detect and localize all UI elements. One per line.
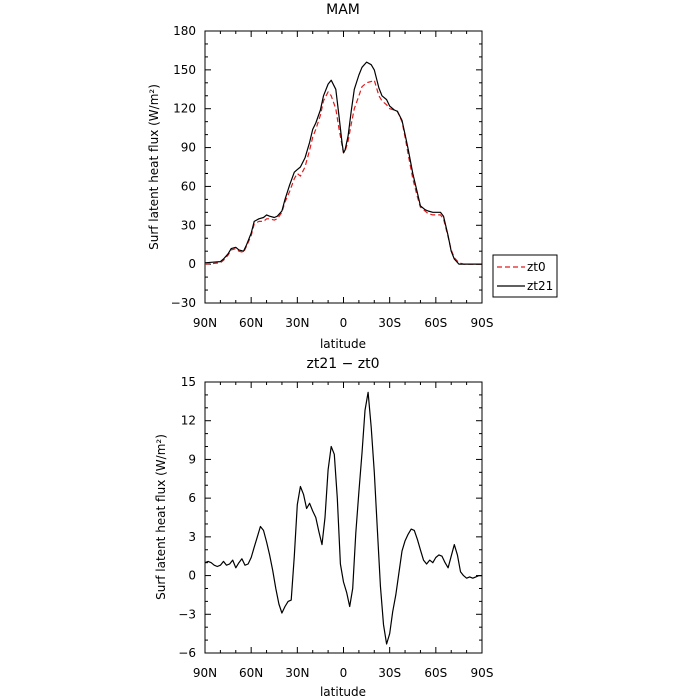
x-axis-label: latitude: [320, 337, 366, 351]
x-tick-label: 60N: [239, 666, 263, 680]
x-tick-label: 0: [340, 316, 348, 330]
legend: zt0 zt21: [492, 254, 558, 298]
legend-box: [492, 254, 558, 298]
y-tick-label: 90: [181, 141, 196, 155]
plot-frame: [204, 30, 483, 304]
x-tick-label: 30N: [285, 316, 309, 330]
y-tick-label: 6: [188, 491, 196, 505]
x-axis: 90N 60N 30N 0 30S 60S 90S: [193, 31, 494, 330]
x-axis: 90N 60N 30N 0 30S 60S 90S: [193, 382, 494, 680]
chart-title: MAM: [326, 2, 360, 18]
series-line-zt0: [204, 79, 482, 265]
x-tick-label: 90S: [471, 666, 494, 680]
y-axis-label: Surf latent heat flux (W/m²): [147, 84, 161, 250]
y-tick-label: 3: [188, 530, 196, 544]
y-tick-label: −6: [178, 646, 196, 660]
legend-label-zt0: zt0: [527, 260, 546, 274]
panel-bottom: zt21 − zt0 −6 −3 0 3 6 9 12 15 90N 60N 30N 0 30S 60S…: [154, 356, 493, 699]
x-tick-label: 30S: [378, 666, 401, 680]
series-line-diff-0: [204, 391, 482, 645]
x-tick-label: 60S: [424, 666, 447, 680]
x-axis-label: latitude: [320, 685, 366, 699]
x-tick-label: 30N: [285, 666, 309, 680]
x-tick-label: 0: [340, 666, 348, 680]
y-tick-label: 0: [188, 257, 196, 271]
y-axis: −30 0 30 60 90 120 150 180: [171, 24, 482, 310]
y-tick-label: 12: [181, 414, 196, 428]
x-tick-label: 90N: [193, 316, 217, 330]
y-tick-label: 30: [181, 218, 196, 232]
x-tick-label: 90N: [193, 666, 217, 680]
y-tick-label: 15: [181, 375, 196, 389]
x-tick-label: 90S: [471, 316, 494, 330]
series-group: [204, 391, 482, 645]
y-tick-label: 120: [173, 102, 196, 116]
x-tick-label: 60N: [239, 316, 263, 330]
y-tick-label: 60: [181, 179, 196, 193]
y-tick-label: 180: [173, 24, 196, 38]
x-tick-label: 60S: [424, 316, 447, 330]
chart-title: zt21 − zt0: [306, 356, 379, 372]
y-tick-label: −30: [171, 296, 196, 310]
y-tick-label: 9: [188, 452, 196, 466]
series-line-zt21: [204, 61, 482, 265]
x-tick-label: 30S: [378, 316, 401, 330]
y-axis: −6 −3 0 3 6 9 12 15: [178, 375, 482, 660]
plot-frame: [204, 381, 483, 654]
legend-label-zt21: zt21: [527, 279, 553, 293]
panel-top: MAM −30 0 30 60 90 120 150 180 90N 60N 30N 0 30S 60S…: [147, 2, 558, 351]
y-tick-label: 0: [188, 569, 196, 583]
series-group: [204, 61, 482, 265]
y-axis-label: Surf latent heat flux (W/m²): [154, 434, 168, 600]
y-tick-label: 150: [173, 63, 196, 77]
y-tick-label: −3: [178, 607, 196, 621]
